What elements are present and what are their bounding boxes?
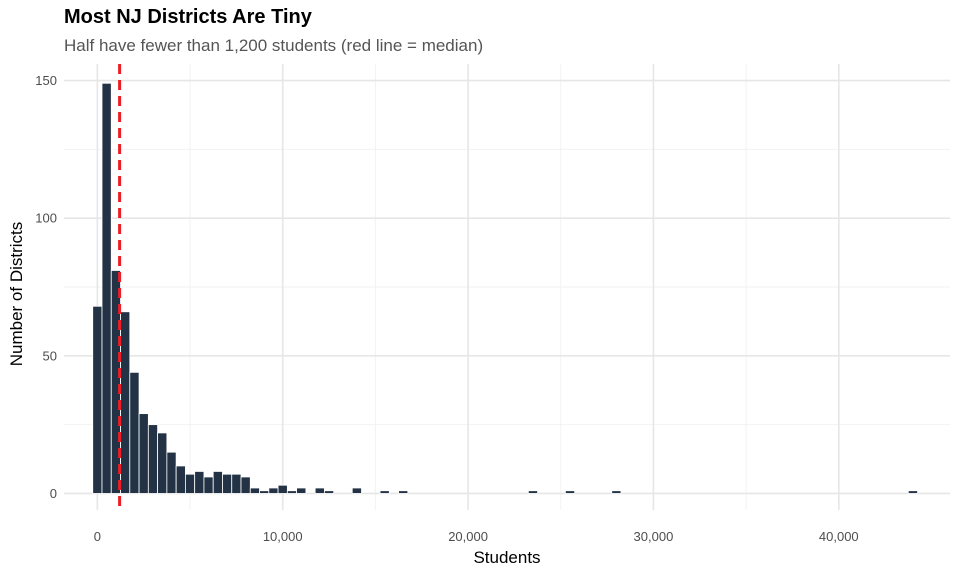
x-axis-ticks: 0 10,000 20,000 30,000 40,000 (94, 529, 859, 544)
histogram-bar (398, 490, 409, 494)
histogram-bar (203, 476, 214, 494)
x-tick-label: 10,000 (263, 529, 303, 544)
x-tick-label: 40,000 (819, 529, 859, 544)
histogram-bar (379, 490, 390, 494)
histogram-bar (166, 451, 177, 494)
histogram-bar (110, 270, 121, 494)
histogram-bar (194, 471, 205, 494)
histogram-bar (268, 487, 279, 494)
y-tick-label: 0 (50, 486, 57, 501)
histogram-bar (527, 490, 538, 494)
y-tick-label: 100 (35, 211, 57, 226)
x-tick-label: 0 (94, 529, 101, 544)
histogram-bar (296, 487, 307, 494)
histogram-bar (129, 371, 140, 494)
histogram-bar (351, 487, 362, 494)
histogram-bar (120, 311, 131, 494)
histogram-bar (314, 487, 325, 494)
histogram-bar (907, 490, 918, 494)
x-tick-label: 30,000 (634, 529, 674, 544)
y-tick-label: 150 (35, 73, 57, 88)
histogram-bar (157, 432, 168, 494)
histogram-bar (138, 413, 149, 494)
histogram-bar (212, 471, 223, 494)
chart-subtitle: Half have fewer than 1,200 students (red… (64, 36, 484, 55)
x-tick-label: 20,000 (448, 529, 488, 544)
y-axis-title: Number of Districts (7, 222, 26, 367)
histogram-bar (222, 473, 233, 494)
histogram-bar (324, 490, 335, 494)
histogram-bar (185, 473, 196, 494)
histogram-bar (611, 490, 622, 494)
x-axis-title: Students (473, 548, 540, 567)
histogram-bar (147, 424, 159, 494)
histogram-bar (101, 82, 112, 494)
histogram-bar (175, 465, 186, 494)
histogram-bar (277, 484, 288, 494)
grid-lines (64, 64, 950, 510)
y-axis-ticks: 0 50 100 150 (35, 73, 57, 501)
histogram-bar (92, 305, 103, 494)
histogram-bar (249, 487, 260, 494)
histogram-bar (564, 490, 576, 494)
histogram-bars (92, 82, 918, 494)
chart-title: Most NJ Districts Are Tiny (64, 6, 312, 28)
histogram-bar (231, 473, 242, 494)
histogram-bar (259, 490, 270, 494)
histogram-bar (286, 490, 298, 494)
y-tick-label: 50 (43, 348, 57, 363)
histogram-bar (240, 476, 251, 494)
